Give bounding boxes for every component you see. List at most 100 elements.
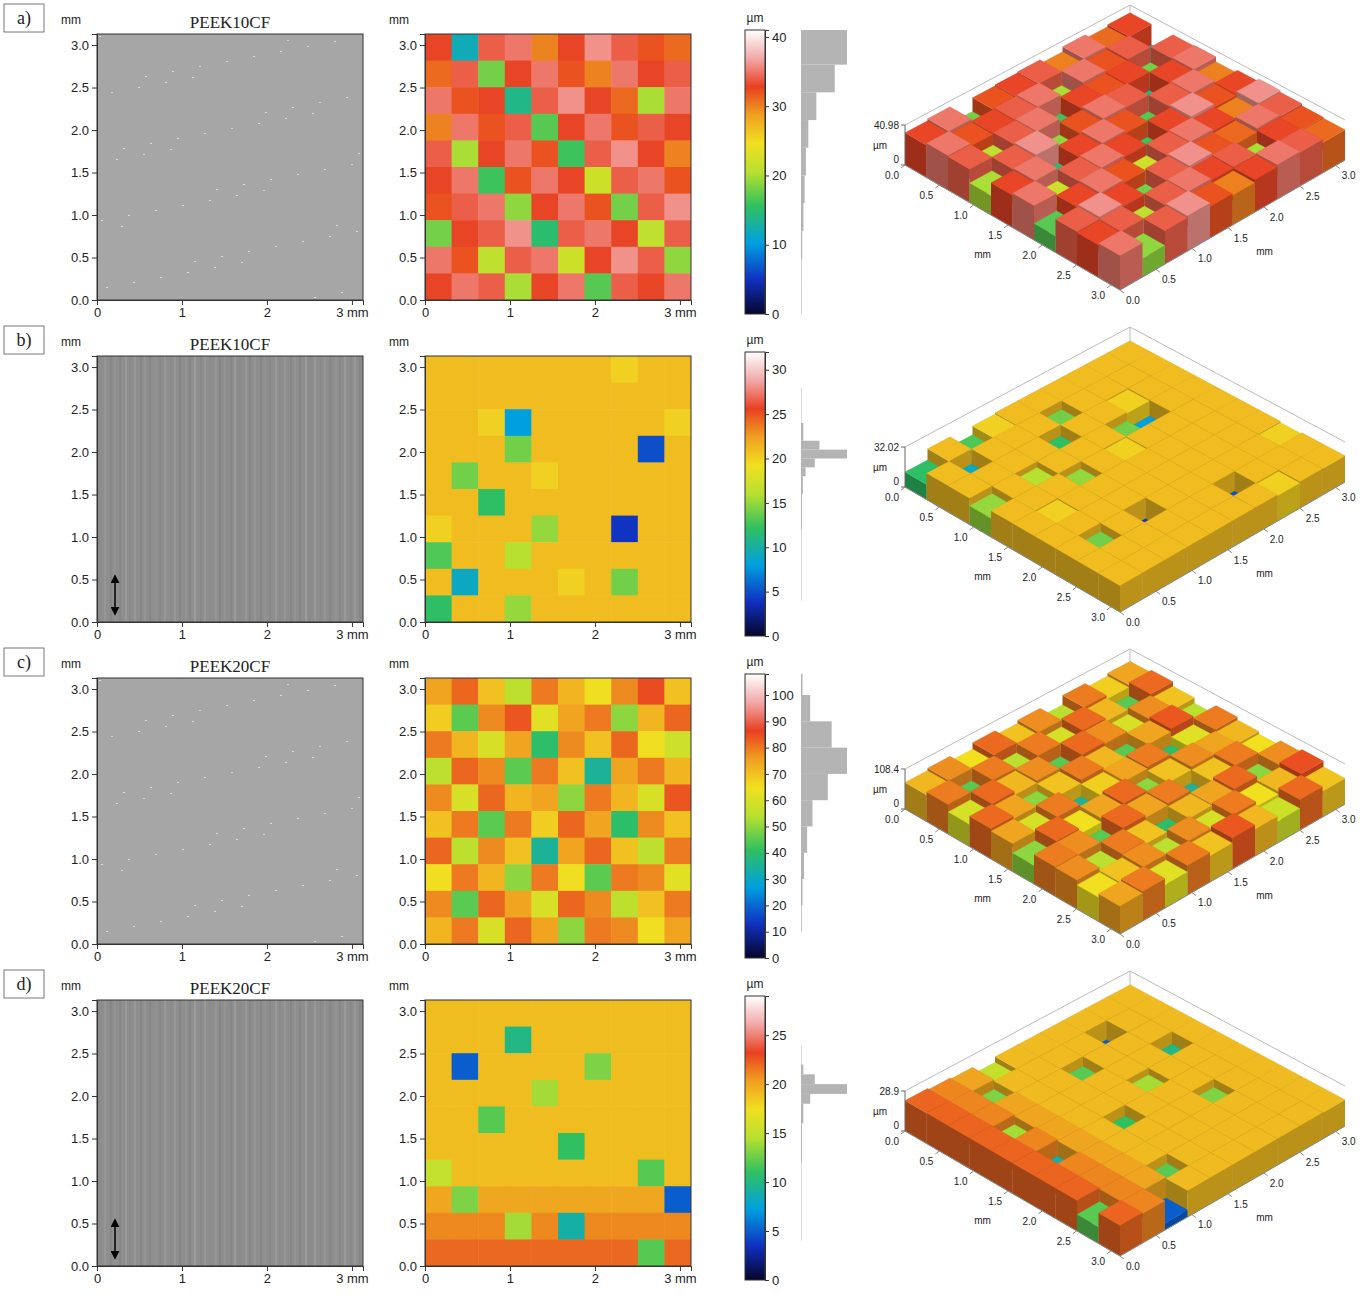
speckle xyxy=(341,936,343,937)
height-cell xyxy=(638,731,665,758)
axis-line xyxy=(420,357,426,623)
tick: 1 xyxy=(179,622,186,642)
height-cell xyxy=(531,489,558,516)
speckle xyxy=(236,839,238,840)
height-cell xyxy=(505,542,532,569)
surface-z-axis: 040.98µm xyxy=(873,120,905,165)
height-cell xyxy=(478,542,505,569)
height-cell xyxy=(638,462,665,489)
surface-top xyxy=(927,780,971,805)
height-cell xyxy=(478,678,505,705)
height-cell xyxy=(425,436,452,463)
height-cell xyxy=(478,356,505,383)
height-cell xyxy=(585,167,612,194)
striation xyxy=(291,356,292,622)
tick-label: 0.0 xyxy=(71,615,89,630)
tick-label: 1.5 xyxy=(71,165,89,180)
speckle xyxy=(192,77,194,78)
tick-label: 0.5 xyxy=(1162,274,1176,285)
speckle xyxy=(265,756,267,757)
speckle xyxy=(143,798,145,799)
height-cell xyxy=(452,87,479,114)
height-cell xyxy=(452,516,479,543)
tick-label: 3 mm xyxy=(336,305,369,320)
height-cell xyxy=(664,811,691,838)
height-cell xyxy=(478,247,505,274)
tick: 3 mm xyxy=(336,300,369,320)
speckle xyxy=(221,900,223,901)
colorbar-title: µm xyxy=(747,655,764,669)
tick-mark xyxy=(92,732,97,733)
tick: 0.5 xyxy=(399,250,425,265)
axis-line xyxy=(905,447,906,487)
height-cell xyxy=(558,247,585,274)
speckle xyxy=(128,215,130,216)
height-cell xyxy=(585,194,612,221)
speckle xyxy=(116,803,118,804)
frame xyxy=(97,356,363,622)
panel-letter: a) xyxy=(17,8,31,29)
height-cell xyxy=(664,758,691,785)
height-cell xyxy=(611,489,638,516)
tick-mark xyxy=(765,175,769,176)
tick: 2.0 xyxy=(399,123,425,138)
histogram-bar xyxy=(801,476,803,494)
surface-top xyxy=(1127,720,1171,744)
height-cell xyxy=(452,436,479,463)
tick: 3.0 xyxy=(399,682,425,697)
colorbar-axis: 010203040 xyxy=(765,30,786,322)
axis-line xyxy=(905,487,1120,612)
surface-top xyxy=(1013,181,1057,206)
histogram-bar xyxy=(801,65,835,93)
histogram-bar xyxy=(801,286,803,314)
height-cell xyxy=(585,34,612,61)
striation xyxy=(300,356,301,622)
tick-label: 3.0 xyxy=(399,38,417,53)
tick-mark xyxy=(901,487,905,490)
tick-mark xyxy=(901,125,905,126)
tick-label: 0.5 xyxy=(71,894,89,909)
histogram-bar xyxy=(801,827,807,853)
tick: 80 xyxy=(765,740,786,755)
tick-mark xyxy=(92,495,97,496)
height-cell xyxy=(452,220,479,247)
height-cell xyxy=(611,784,638,811)
speckle xyxy=(216,833,218,834)
tick-label: 3.0 xyxy=(71,360,89,375)
histogram-bar xyxy=(801,175,805,203)
tick-label: 2.5 xyxy=(71,402,89,417)
height-cell xyxy=(611,917,638,944)
tick-mark xyxy=(1228,550,1232,553)
height-cell xyxy=(558,784,585,811)
striation xyxy=(270,356,271,622)
tick-mark xyxy=(1073,587,1077,590)
speckle xyxy=(314,297,316,298)
colorbar xyxy=(745,674,765,958)
photo-y-axis: 0.00.51.01.52.02.53.0 xyxy=(71,357,98,630)
tick: 3 mm xyxy=(336,622,369,642)
tick-label: 3.0 xyxy=(1342,170,1356,181)
height-cell xyxy=(425,864,452,891)
height-cell xyxy=(664,383,691,410)
height-cell xyxy=(585,917,612,944)
height-cell xyxy=(478,462,505,489)
height-cell xyxy=(664,917,691,944)
speckle xyxy=(209,844,211,845)
tick: 2 xyxy=(264,300,271,320)
height-cell xyxy=(452,864,479,891)
height-cell xyxy=(531,356,558,383)
tick: 30 xyxy=(765,362,786,377)
tick-mark xyxy=(420,774,425,775)
tick-mark xyxy=(420,215,425,216)
tick-label: 3.0 xyxy=(1342,492,1356,503)
height-cell xyxy=(425,569,452,596)
tick-label: 2 xyxy=(264,627,271,642)
panel-title: PEEK20CF xyxy=(190,657,270,676)
axis-line xyxy=(905,125,906,165)
speckle xyxy=(106,287,108,288)
height-cell xyxy=(638,34,665,61)
tick-label: 1 xyxy=(179,949,186,964)
height-cell xyxy=(558,273,585,300)
striation xyxy=(336,356,337,622)
tick-mark xyxy=(420,580,425,581)
